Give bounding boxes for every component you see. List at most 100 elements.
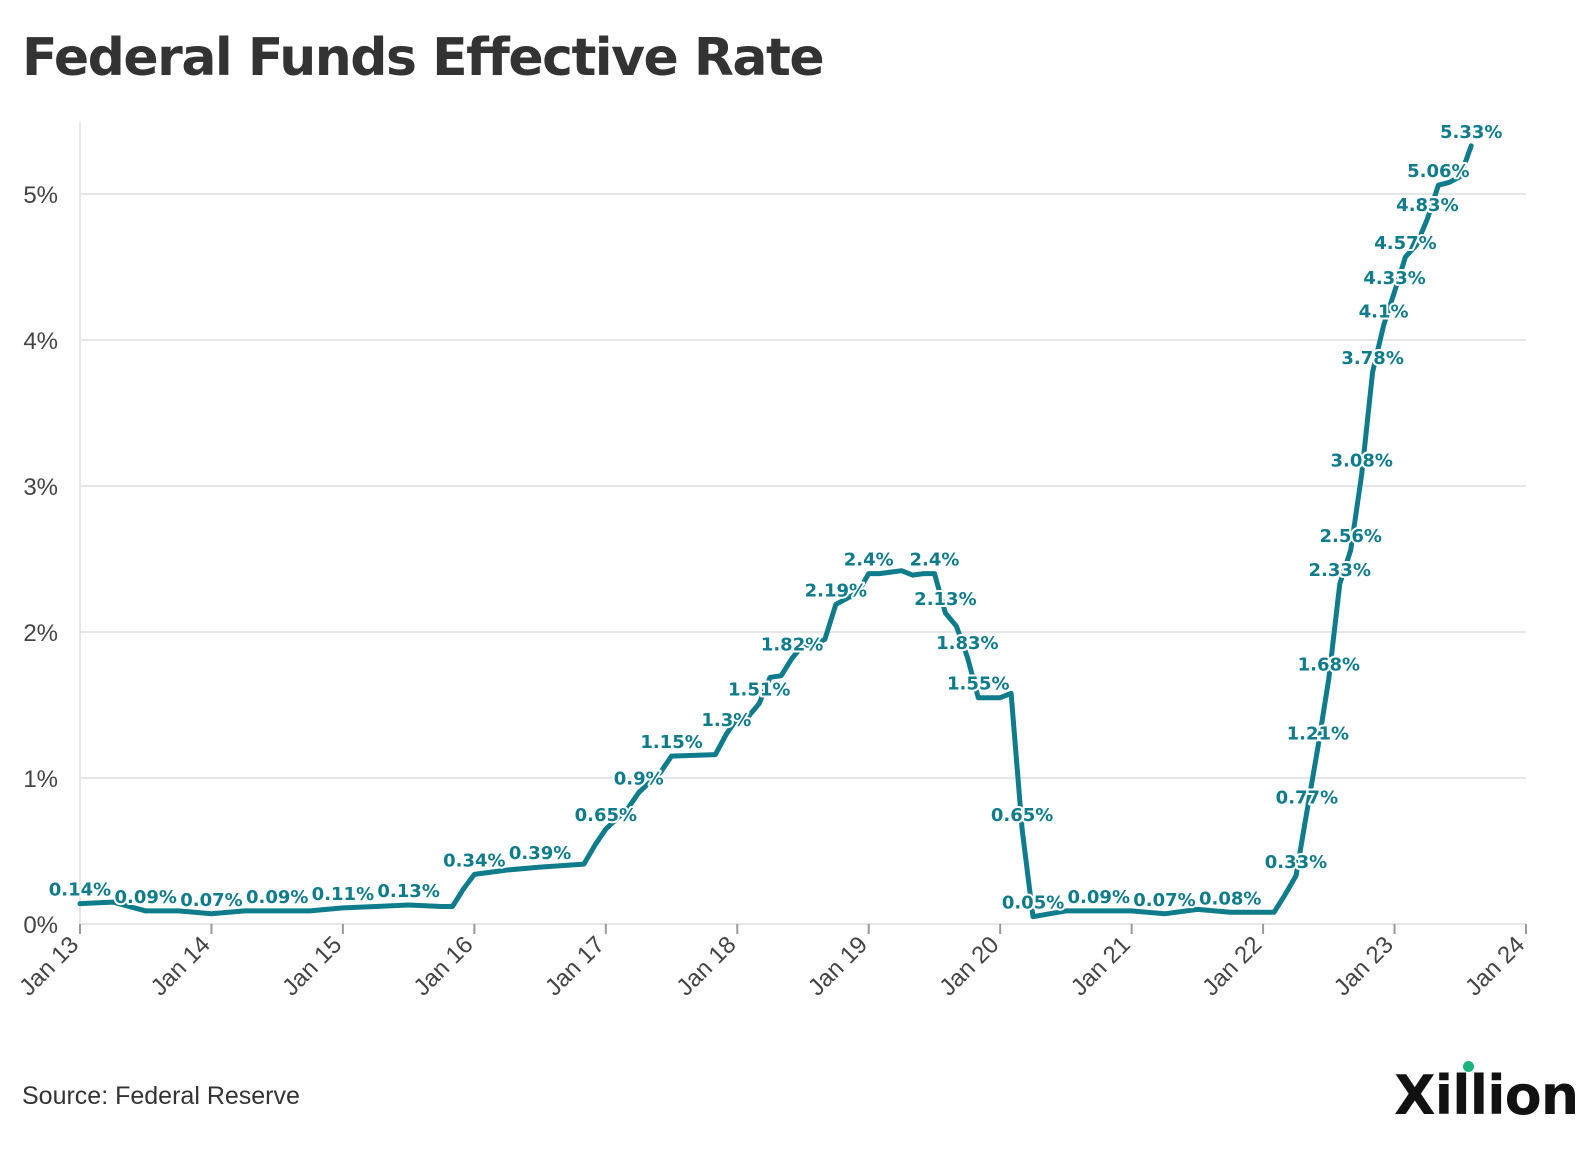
data-label: 2.13% bbox=[914, 589, 976, 610]
y-tick-label: 4% bbox=[23, 328, 58, 355]
data-point bbox=[1383, 324, 1385, 326]
y-tick-label: 5% bbox=[23, 182, 58, 209]
data-point bbox=[1470, 145, 1472, 147]
data-label: 2.19% bbox=[805, 580, 867, 601]
data-label: 0.39% bbox=[509, 843, 571, 864]
data-point bbox=[813, 644, 815, 646]
data-point bbox=[857, 592, 859, 594]
data-label: 0.65% bbox=[991, 805, 1053, 826]
data-point bbox=[802, 644, 804, 646]
data-label: 3.78% bbox=[1341, 348, 1403, 369]
data-point bbox=[780, 675, 782, 677]
data-label: 1.15% bbox=[640, 732, 702, 753]
data-point bbox=[1021, 828, 1023, 830]
data-point bbox=[210, 913, 212, 915]
data-point bbox=[441, 905, 442, 907]
data-label: 0.13% bbox=[377, 881, 439, 902]
data-point bbox=[605, 828, 607, 830]
data-point bbox=[276, 910, 278, 912]
x-tick-label: Jan 15 bbox=[277, 931, 347, 1001]
data-point bbox=[868, 573, 870, 575]
data-point bbox=[714, 754, 716, 756]
data-point bbox=[145, 910, 147, 912]
data-label: 0.07% bbox=[1133, 890, 1195, 911]
data-point bbox=[1459, 175, 1461, 177]
data-point bbox=[1010, 692, 1012, 694]
x-tick-label: Jan 16 bbox=[409, 931, 479, 1001]
data-point bbox=[539, 866, 541, 868]
data-point bbox=[1339, 583, 1341, 585]
data-point bbox=[901, 570, 903, 572]
data-point bbox=[1229, 911, 1231, 913]
data-point bbox=[638, 792, 640, 794]
data-point bbox=[342, 907, 344, 909]
data-point bbox=[1426, 218, 1428, 220]
data-label: 0.11% bbox=[312, 884, 374, 905]
data-point bbox=[966, 656, 968, 658]
data-point bbox=[1262, 911, 1264, 913]
data-point bbox=[1295, 875, 1297, 877]
data-label: 3.08% bbox=[1330, 450, 1392, 471]
data-point bbox=[977, 697, 979, 699]
data-point bbox=[791, 657, 793, 659]
data-point bbox=[758, 703, 760, 705]
line-chart: 0% 1% 2% 3% 4% 5% Jan 13 Jan 14 Jan 15 Jan 16 Jan … bbox=[14, 120, 1530, 1001]
data-label: 0.33% bbox=[1265, 852, 1327, 873]
data-point bbox=[1437, 184, 1439, 186]
data-point bbox=[999, 697, 1001, 699]
data-label: 0.09% bbox=[246, 887, 308, 908]
series-layer bbox=[77, 143, 1474, 920]
data-point bbox=[506, 869, 508, 871]
data-point bbox=[923, 573, 924, 575]
y-tick-label: 3% bbox=[23, 474, 58, 501]
data-label: 0.14% bbox=[49, 880, 111, 901]
data-point bbox=[1273, 911, 1275, 913]
data-label: 0.07% bbox=[180, 890, 242, 911]
data-point bbox=[408, 904, 410, 906]
data-label: 2.33% bbox=[1309, 560, 1371, 581]
data-point bbox=[243, 910, 245, 912]
data-point bbox=[1405, 256, 1406, 258]
chart-title: Federal Funds Effective Rate bbox=[22, 28, 825, 88]
data-point bbox=[309, 910, 311, 912]
data-point bbox=[594, 844, 596, 846]
data-point bbox=[1131, 910, 1133, 912]
data-point bbox=[1350, 549, 1352, 551]
data-label: 0.08% bbox=[1199, 888, 1261, 909]
data-label: 1.21% bbox=[1287, 723, 1349, 744]
data-point bbox=[835, 603, 837, 605]
data-point bbox=[671, 755, 673, 757]
data-label: 1.68% bbox=[1298, 655, 1360, 676]
rate-series-line bbox=[77, 143, 1474, 920]
data-point bbox=[736, 717, 738, 719]
data-label: 4.57% bbox=[1374, 233, 1436, 254]
data-label: 0.09% bbox=[1068, 887, 1130, 908]
data-label: 0.77% bbox=[1276, 788, 1338, 809]
data-point bbox=[1065, 910, 1067, 912]
data-label: 1.3% bbox=[701, 710, 751, 731]
data-point bbox=[1415, 244, 1417, 246]
data-point bbox=[1032, 916, 1034, 918]
data-point bbox=[1284, 894, 1286, 896]
data-label: 0.65% bbox=[575, 805, 637, 826]
data-label: 0.09% bbox=[115, 887, 177, 908]
data-point bbox=[1098, 910, 1100, 912]
data-point bbox=[1448, 181, 1450, 183]
data-point bbox=[1394, 291, 1396, 293]
data-point bbox=[660, 771, 662, 773]
x-tick-label: Jan 18 bbox=[671, 931, 741, 1001]
data-point bbox=[912, 574, 914, 576]
data-label: 2.4% bbox=[909, 550, 959, 571]
gridlines bbox=[79, 122, 1526, 925]
data-point bbox=[933, 573, 935, 575]
data-point bbox=[1164, 913, 1165, 915]
data-label: 5.33% bbox=[1440, 122, 1502, 143]
data-label: 0.34% bbox=[443, 850, 505, 871]
x-tick-label: Jan 17 bbox=[540, 931, 610, 1001]
data-point bbox=[627, 808, 629, 810]
data-point bbox=[1306, 811, 1308, 813]
data-point bbox=[583, 863, 585, 865]
data-point bbox=[955, 625, 957, 627]
data-point bbox=[1196, 908, 1198, 910]
data-point bbox=[1372, 371, 1374, 373]
